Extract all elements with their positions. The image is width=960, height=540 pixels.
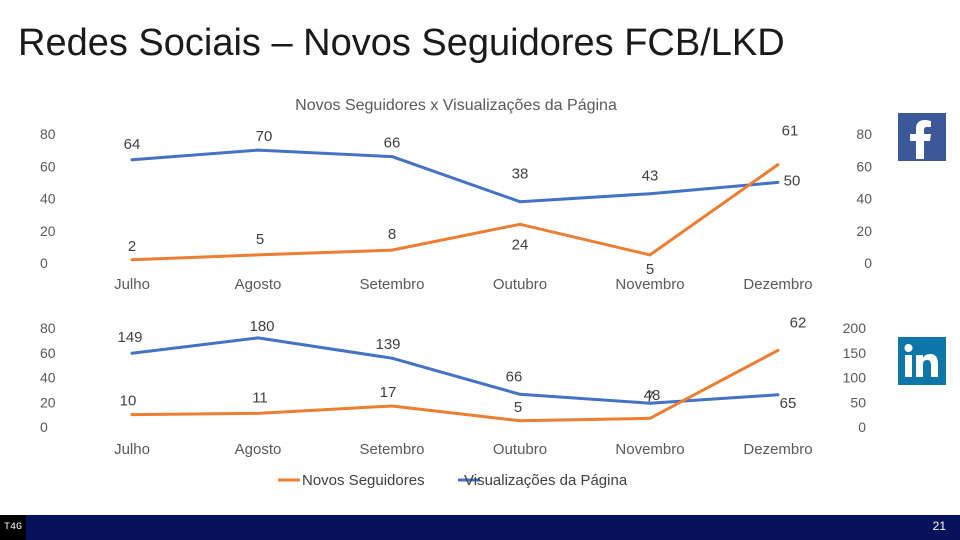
chart2-data-label: 149 [117,329,142,346]
chart2-data-label: 65 [780,395,797,412]
chart2-data-label: 180 [249,318,274,335]
chart1-left-tick: 0 [40,255,48,271]
chart2-data-label: 62 [790,314,807,331]
chart1-data-label: 70 [256,128,273,145]
chart1-series-line [131,148,779,204]
chart1-data-point [518,200,522,204]
chart2-category-label: Agosto [235,441,282,458]
chart2-left-tick: 0 [40,419,48,435]
chart2-data-point [130,351,134,355]
chart2-category-label: Novembro [615,441,684,458]
chart1-data-label: 38 [512,166,529,183]
chart1-right-tick: 60 [856,158,872,174]
chart2-data-point [518,419,522,423]
brand-logo: T4G [0,515,26,540]
chart1-data-point [390,248,394,252]
chart2-category-label: Dezembro [743,441,812,458]
chart1-category-label: Dezembro [743,276,812,293]
chart1-data-point [256,253,260,257]
chart1-title: Novos Seguidores x Visualizações da Pági… [295,97,617,114]
chart1-data-label: 50 [784,172,801,189]
chart1-data-point [518,222,522,226]
chart2-data-label: 11 [252,389,268,406]
chart2-category-label: Setembro [359,441,424,458]
chart1-data-label: 24 [512,236,529,253]
chart2-right-tick: 100 [843,370,867,386]
chart1-data-point [776,180,780,184]
chart1-data-label: 64 [124,136,141,153]
chart1-data-point [130,158,134,162]
chart2-data-label: 7 [646,388,654,405]
page-number: 21 [932,519,946,533]
chart2-left-tick: 80 [40,320,56,336]
chart1-left-tick: 20 [40,223,56,239]
chart2-data-point [390,356,394,360]
chart2-data-label: 139 [375,336,400,353]
chart2-data-point [390,404,394,408]
chart2-data-point [776,393,780,397]
chart1-category-label: Setembro [359,276,424,293]
chart1-data-label: 5 [256,231,264,248]
chart2-left-tick: 60 [40,345,56,361]
legend-label: Visualizações da Página [464,472,628,489]
chart1-data-label: 61 [782,123,799,140]
footer-bar [0,515,960,540]
chart2-data-point [648,401,652,405]
chart2-right-tick: 50 [850,394,866,410]
chart2-data-point [648,416,652,420]
chart1-data-point [130,258,134,262]
chart1-right-tick: 20 [856,223,872,239]
chart1-series-line [131,163,779,262]
chart2-data-label: 5 [514,399,522,416]
chart2-category-label: Outubro [493,441,547,458]
chart1-data-label: 43 [642,168,659,185]
chart2-data-label: 48 [644,387,661,404]
chart2-data-point [256,336,260,340]
chart1-data-label: 66 [384,135,401,152]
chart1-data-point [256,148,260,152]
chart1-category-label: Agosto [235,276,282,293]
chart1-category-label: Novembro [615,276,684,293]
chart1-data-label: 2 [128,238,136,255]
chart2-data-label: 66 [506,368,523,385]
chart2-left-tick: 20 [40,394,56,410]
chart2-left-tick: 40 [40,370,56,386]
facebook-icon [898,113,946,161]
chart2-data-point [776,348,780,352]
chart1-data-point [648,253,652,257]
chart2-right-tick: 0 [858,419,866,435]
chart1-data-point [648,192,652,196]
chart1-left-tick: 60 [40,158,56,174]
chart2-category-label: Julho [114,441,150,458]
chart1-left-tick: 80 [40,126,56,142]
chart2-series-line [131,336,779,405]
chart1-left-tick: 40 [40,191,56,207]
chart1-category-label: Outubro [493,276,547,293]
chart1-data-label: 5 [646,261,654,278]
chart2-data-label: 17 [380,384,397,401]
chart1-data-point [776,163,780,167]
chart2-series-line [131,348,779,423]
chart1-right-tick: 80 [856,126,872,142]
chart2-data-point [256,411,260,415]
chart1-data-label: 8 [388,226,396,243]
chart2-data-point [518,392,522,396]
chart2-data-point [130,413,134,417]
chart1-category-label: Julho [114,276,150,293]
chart2-data-label: 10 [120,393,137,410]
linkedin-icon [898,337,946,385]
chart2-right-tick: 200 [843,320,867,336]
chart1-right-tick: 40 [856,191,872,207]
legend-label: Novos Seguidores [302,472,425,489]
chart1-right-tick: 0 [864,255,872,271]
slide-title: Redes Sociais – Novos Seguidores FCB/LKD [18,22,785,64]
chart1-data-point [390,155,394,159]
chart2-right-tick: 150 [843,345,867,361]
